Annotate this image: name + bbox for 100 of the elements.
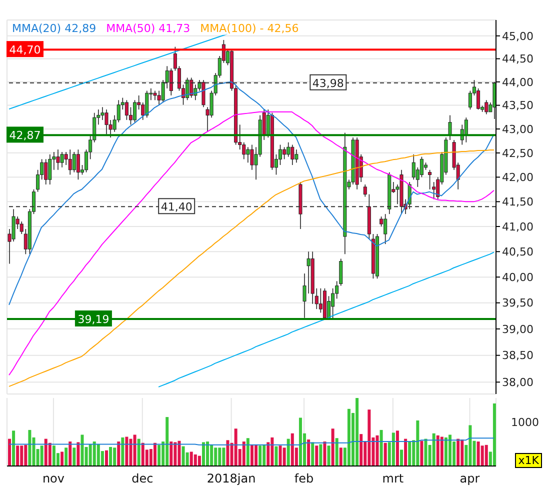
candlestick: [124, 100, 128, 120]
y-tick-label: 42,00: [502, 171, 534, 184]
bar: [16, 446, 20, 466]
bar: [319, 444, 322, 466]
bar: [222, 448, 226, 466]
bar: [24, 444, 28, 466]
bar: [210, 444, 214, 466]
bar: [448, 434, 452, 466]
candlestick: [412, 154, 416, 180]
bar: [468, 425, 472, 466]
bar: [380, 430, 383, 466]
bar: [484, 444, 488, 466]
y-tick-label: 41,00: [502, 220, 534, 234]
ref-line-label: 39,19: [78, 312, 110, 326]
bar: [356, 398, 359, 466]
candlestick: [48, 154, 52, 185]
bar: [88, 444, 92, 466]
bar: [335, 438, 338, 466]
candlestick: [432, 182, 436, 200]
candlestick: [60, 152, 64, 168]
bar: [121, 437, 124, 466]
bar: [129, 438, 132, 466]
y-tick-label: 40,00: [502, 270, 534, 284]
line-series: [158, 252, 494, 388]
bar: [400, 450, 404, 466]
ref-line-label: 44,70: [9, 44, 41, 57]
bar: [286, 438, 290, 466]
y-tick-label: 41,50: [502, 196, 534, 209]
candlestick: [464, 117, 468, 143]
line-series: [8, 111, 494, 376]
y-tick-label: 38,50: [502, 349, 534, 362]
bar: [274, 446, 278, 466]
candlestick: [169, 68, 173, 96]
bar: [48, 442, 52, 466]
text: MMA(50) 41,73: [106, 22, 190, 35]
bar: [436, 435, 440, 466]
bar: [206, 442, 210, 466]
bar: [226, 440, 230, 466]
bar: [440, 436, 444, 466]
text: 1000: [511, 416, 539, 429]
ref-line-label: 42,87: [9, 129, 41, 142]
ref-line-label: 43,98: [312, 76, 344, 90]
bar: [404, 438, 408, 466]
y-tick-label: 39,50: [502, 296, 534, 310]
bar: [52, 446, 56, 466]
bar: [262, 444, 266, 466]
x-tick-label: feb: [294, 472, 314, 486]
y-tick-label: 44,00: [502, 76, 534, 89]
y-axis-title: x1K: [515, 453, 542, 468]
bar: [298, 418, 302, 466]
ref-line-label: 41,40: [160, 200, 192, 214]
candlestick: [20, 221, 24, 234]
bar: [424, 438, 428, 466]
bar: [315, 446, 318, 466]
candlestick: [420, 156, 424, 178]
bar: [104, 450, 108, 466]
candlestick: [286, 142, 290, 158]
candlestick: [104, 109, 108, 135]
bar: [278, 446, 282, 466]
bar: [242, 442, 246, 466]
bar: [153, 442, 156, 466]
candlestick: [72, 152, 76, 173]
bar: [416, 420, 420, 466]
candlestick: [186, 77, 190, 101]
bar: [109, 446, 112, 466]
candlestick: [384, 214, 388, 244]
bar: [198, 456, 201, 466]
bar: [246, 438, 250, 466]
bar: [166, 417, 169, 466]
bar: [68, 442, 72, 466]
candlestick: [428, 169, 432, 190]
bar: [202, 442, 205, 466]
bar: [270, 437, 274, 466]
y-tick-label: 43,50: [502, 99, 534, 112]
bar: [8, 438, 11, 466]
bar: [133, 434, 136, 466]
x-tick-label: nov: [42, 472, 65, 486]
bar: [28, 430, 32, 466]
bar: [170, 442, 173, 466]
x-tick-label: 2018jan: [206, 472, 256, 486]
bar: [76, 442, 80, 466]
bar: [92, 442, 96, 466]
candlestick: [484, 100, 488, 115]
candlestick: [133, 100, 137, 123]
bar: [368, 410, 371, 466]
bar: [174, 442, 177, 466]
bar: [96, 444, 100, 466]
bar: [307, 439, 310, 466]
candlestick: [145, 90, 149, 118]
candlestick: [68, 149, 72, 176]
bar: [492, 403, 496, 466]
bar: [72, 448, 76, 466]
candlestick: [363, 184, 367, 198]
candlestick: [278, 144, 282, 166]
y-tick-label: 42,50: [502, 146, 534, 160]
bar: [182, 446, 185, 466]
bar: [12, 430, 16, 466]
bar: [113, 448, 116, 466]
candlestick: [476, 88, 480, 110]
candlestick: [202, 80, 206, 108]
